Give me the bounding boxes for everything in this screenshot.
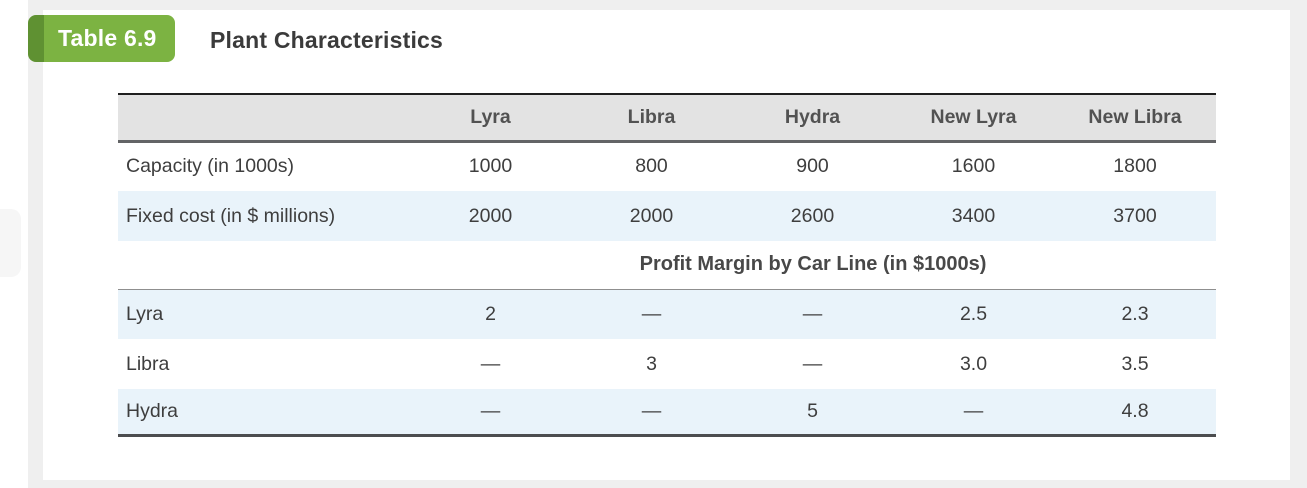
cell-value: —	[571, 289, 732, 339]
table-title: Plant Characteristics	[210, 27, 444, 53]
cell-value: —	[732, 289, 893, 339]
cell-value: 800	[635, 155, 668, 178]
cell-value: 3700	[1054, 191, 1216, 241]
cell-value: 1000	[468, 155, 513, 178]
table-row-capacity: Capacity (in 1000s) 1000 800 900 1600 18…	[118, 141, 1216, 191]
cell-value: 3	[646, 352, 657, 375]
plant-characteristics-table: Lyra Libra Hydra New Lyra New Libra Capa…	[118, 93, 1216, 437]
cell-value: 1600	[951, 155, 996, 178]
left-page-edge	[0, 0, 28, 488]
cell-value: 2600	[732, 191, 893, 241]
row-label: Capacity (in 1000s)	[126, 155, 294, 178]
cell-value: 2000	[410, 191, 571, 241]
cell-value: 1800	[1113, 155, 1157, 178]
cell-value: 3.0	[959, 352, 988, 375]
section-header-spacer	[118, 241, 410, 290]
cell-value: —	[893, 389, 1054, 437]
badge-left-tab	[28, 15, 44, 62]
cell-value: 3.5	[1121, 352, 1149, 375]
column-header-new-lyra: New Lyra	[893, 93, 1054, 143]
section-header: Profit Margin by Car Line (in $1000s)	[410, 241, 1216, 290]
table-number-label: Table 6.9	[44, 15, 175, 62]
cell-value: 5	[732, 389, 893, 437]
table-row-lyra: Lyra 2 — — 2.5 2.3	[118, 289, 1216, 339]
table-number-badge: Table 6.9	[28, 15, 175, 62]
column-header-lyra: Lyra	[410, 93, 571, 143]
cell-value: —	[571, 389, 732, 437]
cell-value: 2.5	[893, 289, 1054, 339]
row-label: Fixed cost (in $ millions)	[118, 191, 410, 241]
table-row-hydra: Hydra — — 5 — 4.8	[118, 389, 1216, 437]
cell-value: 4.8	[1054, 389, 1216, 437]
column-header-new-libra: New Libra	[1054, 93, 1216, 143]
row-label: Libra	[126, 352, 170, 375]
cell-value: —	[802, 352, 823, 375]
cell-value: —	[480, 352, 501, 375]
cell-value: 2.3	[1054, 289, 1216, 339]
cell-value: —	[410, 389, 571, 437]
section-header-row: Profit Margin by Car Line (in $1000s)	[118, 241, 1216, 290]
table-row-fixed-cost: Fixed cost (in $ millions) 2000 2000 260…	[118, 191, 1216, 241]
cell-value: 2000	[571, 191, 732, 241]
cell-value: 900	[796, 155, 829, 178]
row-label: Hydra	[118, 389, 410, 437]
table-row-libra: Libra — 3 — 3.0 3.5	[118, 339, 1216, 389]
column-header-empty	[118, 93, 410, 143]
left-edge-tab	[0, 209, 21, 277]
column-header-hydra: Hydra	[732, 93, 893, 143]
table-header-row: Lyra Libra Hydra New Lyra New Libra	[118, 93, 1216, 143]
cell-value: 2	[410, 289, 571, 339]
column-header-libra: Libra	[571, 93, 732, 143]
content-card: Table 6.9 Plant Characteristics Lyra Lib…	[28, 10, 1290, 480]
row-label: Lyra	[118, 289, 410, 339]
cell-value: 3400	[893, 191, 1054, 241]
